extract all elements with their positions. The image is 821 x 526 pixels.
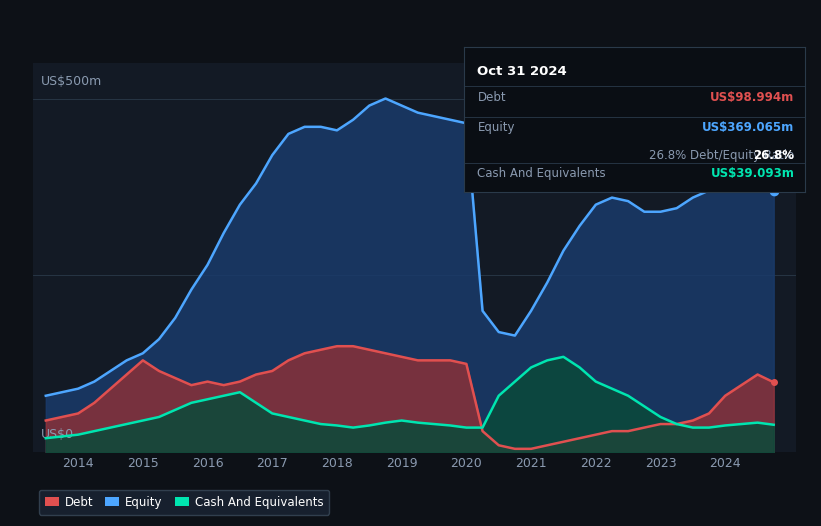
Text: 26.8% Debt/Equity Ratio: 26.8% Debt/Equity Ratio <box>649 149 795 161</box>
Text: US$39.093m: US$39.093m <box>710 167 795 180</box>
Text: Cash And Equivalents: Cash And Equivalents <box>478 167 606 180</box>
Legend: Debt, Equity, Cash And Equivalents: Debt, Equity, Cash And Equivalents <box>39 490 329 514</box>
Text: Equity: Equity <box>478 121 515 134</box>
Text: Oct 31 2024: Oct 31 2024 <box>478 65 567 78</box>
Text: US$500m: US$500m <box>40 75 102 88</box>
Text: US$0: US$0 <box>40 428 74 441</box>
Text: US$98.994m: US$98.994m <box>710 90 795 104</box>
Text: 26.8%: 26.8% <box>754 149 795 161</box>
Text: US$369.065m: US$369.065m <box>702 121 795 134</box>
Text: Debt: Debt <box>478 90 506 104</box>
